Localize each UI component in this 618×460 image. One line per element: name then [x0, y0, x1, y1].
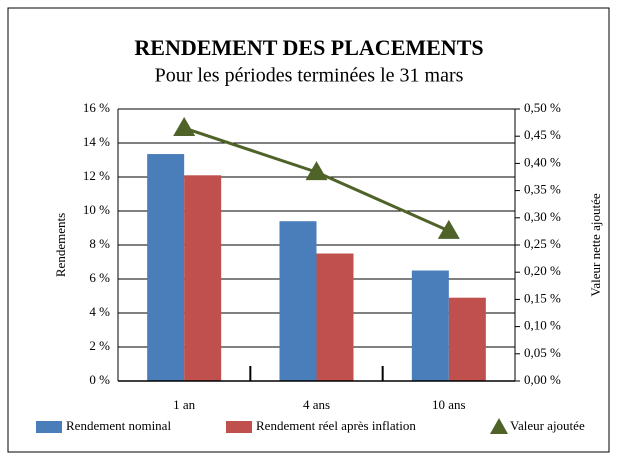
chart-title: RENDEMENT DES PLACEMENTS	[134, 35, 483, 60]
y-tick-label: 2 %	[89, 338, 110, 353]
x-tick-label: 1 an	[173, 397, 196, 412]
line-marker	[305, 161, 328, 181]
y-axis-label: Rendements	[53, 213, 68, 277]
y-tick-label: 0 %	[89, 372, 110, 387]
line-marker	[173, 117, 196, 137]
legend-label: Rendement nominal	[66, 418, 171, 433]
legend-swatch	[36, 421, 62, 433]
y2-tick-label: 0,40 %	[524, 154, 561, 169]
bar	[448, 297, 486, 381]
bar	[316, 253, 354, 381]
y-tick-label: 8 %	[89, 236, 110, 251]
y-tick-label: 10 %	[83, 202, 110, 217]
y-tick-label: 6 %	[89, 270, 110, 285]
y-tick-label: 12 %	[83, 168, 110, 183]
legend-swatch	[490, 418, 508, 434]
line-marker	[437, 219, 460, 239]
bar	[147, 154, 185, 381]
legend-label: Valeur ajoutée	[510, 418, 585, 433]
y2-tick-label: 0,15 %	[524, 290, 561, 305]
y-tick-label: 4 %	[89, 304, 110, 319]
y2-tick-label: 0,10 %	[524, 318, 561, 333]
y2-tick-label: 0,20 %	[524, 263, 561, 278]
y2-tick-label: 0,30 %	[524, 209, 561, 224]
bar	[279, 221, 317, 381]
y2-tick-label: 0,25 %	[524, 236, 561, 251]
bar	[411, 270, 449, 381]
y2-tick-label: 0,35 %	[524, 182, 561, 197]
y2-tick-label: 0,05 %	[524, 345, 561, 360]
legend-label: Rendement réel après inflation	[256, 418, 416, 433]
bar	[184, 175, 222, 381]
chart-subtitle: Pour les périodes terminées le 31 mars	[155, 65, 464, 87]
y2-axis-label: Valeur nette ajoutée	[588, 193, 603, 296]
y2-tick-label: 0,50 %	[524, 100, 561, 115]
y2-tick-label: 0,00 %	[524, 372, 561, 387]
x-tick-label: 10 ans	[432, 397, 466, 412]
x-tick-label: 4 ans	[303, 397, 330, 412]
y2-tick-label: 0,45 %	[524, 127, 561, 142]
y-tick-label: 16 %	[83, 100, 110, 115]
y-tick-label: 14 %	[83, 134, 110, 149]
legend-swatch	[226, 421, 252, 433]
